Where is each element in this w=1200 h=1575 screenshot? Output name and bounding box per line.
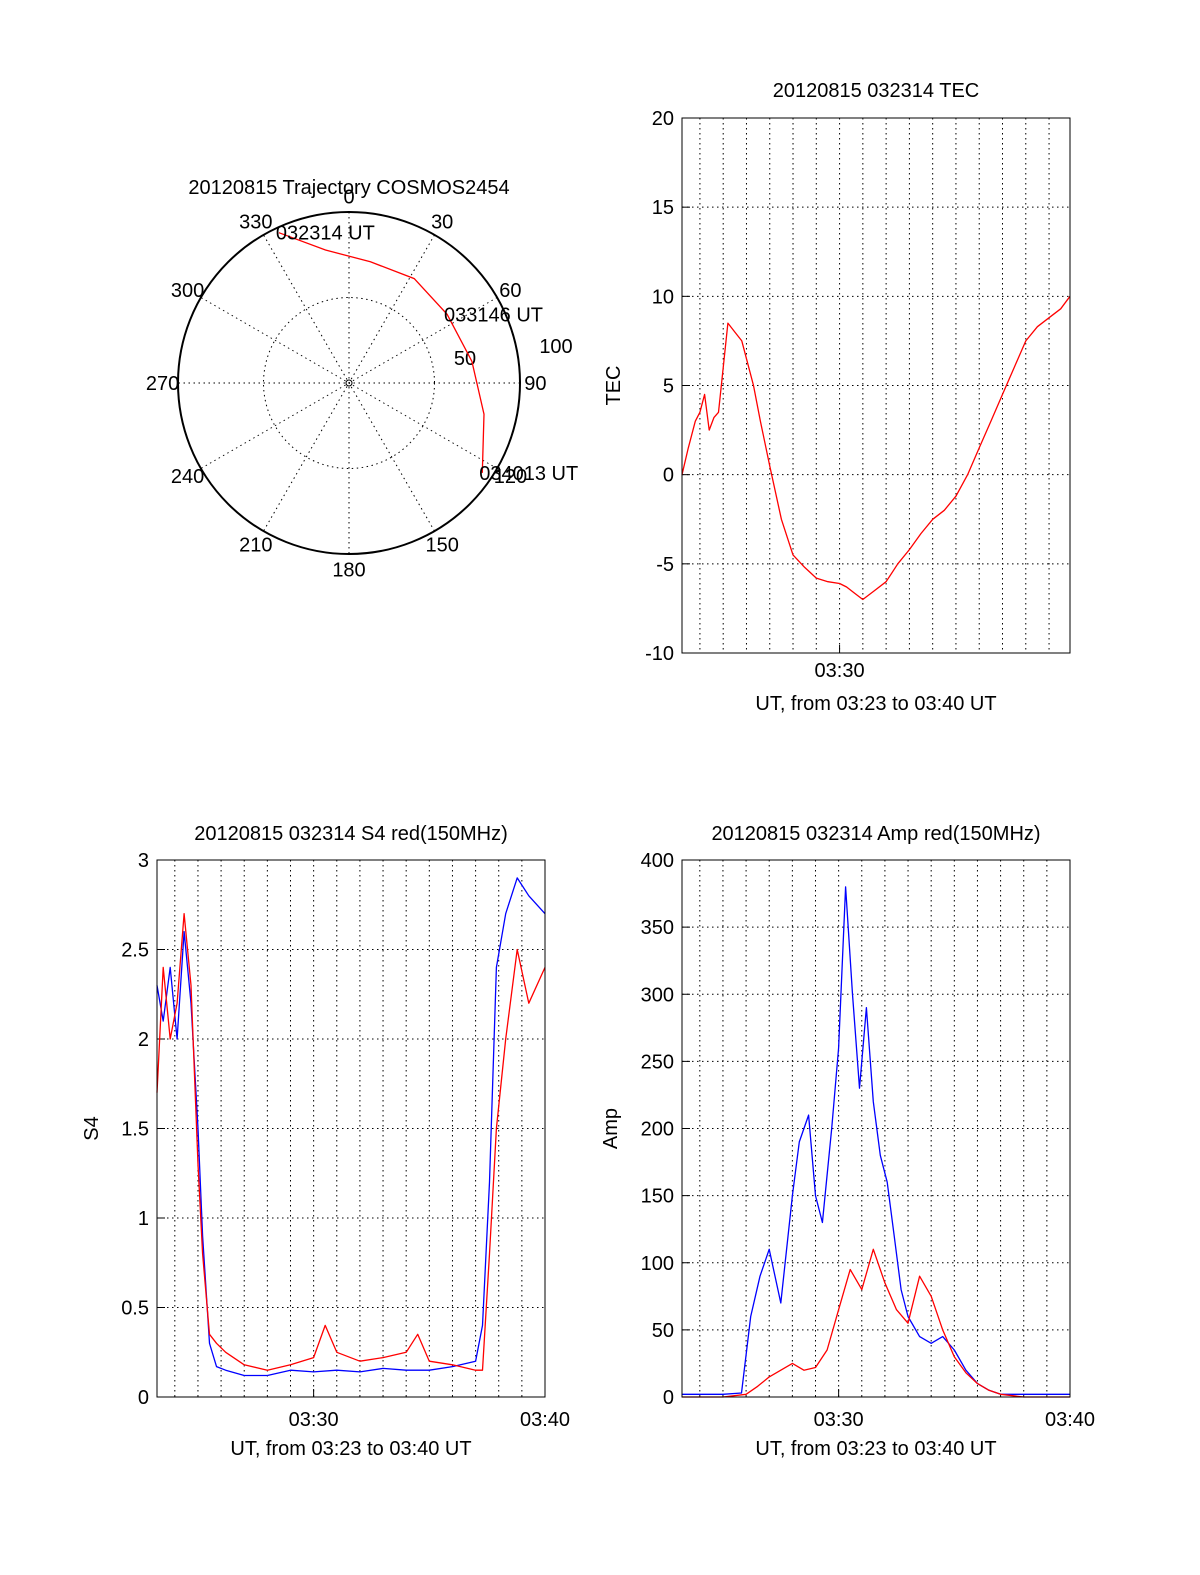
tec-ytick-label: 10: [652, 286, 674, 308]
amp-plot-frame: [681, 859, 1071, 1398]
amp-ytick-label: 350: [641, 917, 674, 939]
s4-ytick-label: 3: [138, 850, 149, 872]
amp-panel: 20120815 032314 Amp red(150MHz) 400 350 300…: [600, 823, 1095, 1460]
azimuth-label: 240: [171, 466, 204, 488]
amp-series-0-line: [682, 886, 1070, 1395]
tec-ytick-label: -5: [656, 554, 674, 576]
amp-xtick-label: 03:40: [1045, 1409, 1095, 1431]
s4-ytick-label: 2.5: [121, 940, 149, 962]
s4-ytick-label: 2: [138, 1029, 149, 1051]
s4-title: 20120815 032314 S4 red(150MHz): [194, 823, 508, 845]
amp-ylabel: Amp: [600, 1108, 622, 1149]
amp-ytick-label: 150: [641, 1186, 674, 1208]
s4-series-1-line: [156, 913, 546, 1371]
trajectory-time-label: 034013 UT: [479, 463, 578, 485]
amp-ytick-label: 50: [652, 1320, 674, 1342]
amp-ytick-label: 300: [641, 984, 674, 1006]
trajectory-spoke: [263, 234, 435, 532]
amp-ytick-label: 250: [641, 1051, 674, 1073]
tec-panel: 20120815 032314 TEC 20 15 10 5 0 -5 -10 03:30 UT,…: [603, 80, 1071, 715]
s4-ytick-label: 1: [138, 1208, 149, 1230]
s4-ylabel: S4: [81, 1116, 103, 1140]
tec-series-0-line: [681, 295, 1071, 601]
s4-panel: 20120815 032314 S4 red(150MHz) 3 2.5 2 1.5 1 0…: [81, 823, 570, 1460]
s4-ytick-label: 1.5: [121, 1119, 149, 1141]
azimuth-label: 210: [239, 534, 272, 556]
s4-xlabel: UT, from 03:23 to 03:40 UT: [230, 1438, 471, 1460]
amp-xlabel: UT, from 03:23 to 03:40 UT: [755, 1438, 996, 1460]
tec-ytick-label: 15: [652, 197, 674, 219]
amp-xtick-label: 03:30: [814, 1409, 864, 1431]
tec-ylabel: TEC: [603, 366, 625, 406]
s4-ytick-label: 0.5: [121, 1298, 149, 1320]
azimuth-label: 90: [524, 373, 546, 395]
azimuth-label: 300: [171, 280, 204, 302]
azimuth-label: 0: [343, 187, 354, 209]
azimuth-label: 60: [499, 280, 521, 302]
ring-label: 100: [539, 336, 572, 358]
trajectory-title: 20120815 Trajectory COSMOS2454: [188, 177, 509, 199]
tec-ytick-label: -10: [645, 643, 674, 665]
tec-ytick-label: 5: [663, 376, 674, 398]
amp-title: 20120815 032314 Amp red(150MHz): [711, 823, 1040, 845]
tec-xtick-label: 03:30: [815, 660, 865, 682]
azimuth-label: 180: [332, 559, 365, 581]
tec-ytick-label: 20: [652, 108, 674, 130]
azimuth-label: 30: [431, 212, 453, 234]
azimuth-label: 330: [239, 212, 272, 234]
trajectory-center: [345, 379, 353, 387]
tec-xlabel: UT, from 03:23 to 03:40 UT: [755, 693, 996, 715]
azimuth-label: 120: [494, 466, 527, 488]
trajectory-time-label: 033146 UT: [444, 304, 543, 326]
amp-ytick-label: 400: [641, 850, 674, 872]
amp-ytick-label: 200: [641, 1119, 674, 1141]
amp-ytick-label: 0: [663, 1387, 674, 1409]
s4-plot-frame: [156, 859, 546, 1398]
tec-plot-frame: [681, 117, 1071, 654]
azimuth-label: 150: [426, 534, 459, 556]
s4-series-0-line: [156, 877, 546, 1377]
amp-series-1-line: [682, 1248, 1070, 1398]
azimuth-label: 270: [146, 373, 179, 395]
s4-xtick-label: 03:30: [289, 1409, 339, 1431]
amp-ytick-label: 100: [641, 1253, 674, 1275]
ring-label: 50: [454, 348, 476, 370]
tec-title: 20120815 032314 TEC: [773, 80, 979, 102]
trajectory-track: [278, 232, 485, 473]
tec-ytick-label: 0: [663, 465, 674, 487]
trajectory-outer-ring: [177, 211, 521, 555]
s4-xtick-label: 03:40: [520, 1409, 570, 1431]
trajectory-time-label: 032314 UT: [276, 223, 375, 245]
s4-ytick-label: 0: [138, 1387, 149, 1409]
